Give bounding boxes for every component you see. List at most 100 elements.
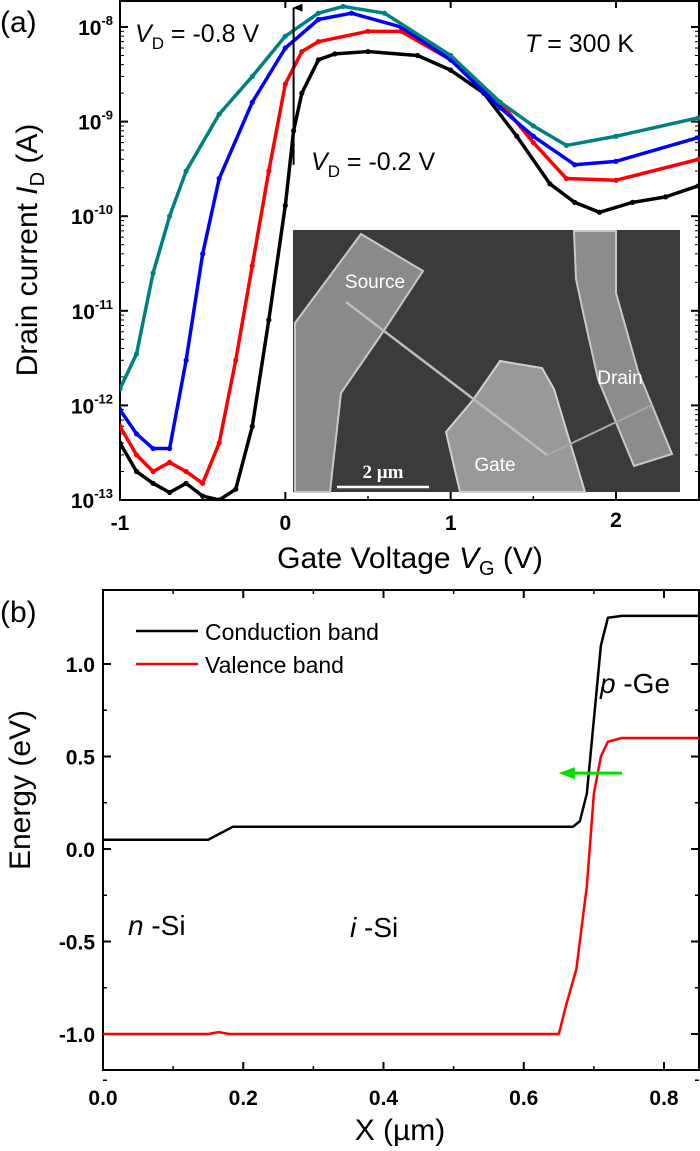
data-point [120, 407, 123, 413]
data-point [133, 468, 140, 475]
data-point [183, 357, 189, 363]
y-axis-label-part: I [11, 186, 44, 194]
data-point [299, 90, 305, 96]
data-point [167, 213, 173, 219]
vd-high-annotation-part: = -0.8 V [164, 20, 260, 48]
tick-exponent: -10 [94, 202, 113, 217]
y-axis-label-part: D [27, 172, 49, 186]
data-point [150, 270, 156, 276]
data-point [497, 99, 503, 105]
data-point [299, 48, 305, 55]
data-point [613, 177, 619, 183]
temperature-annotation-part: T [525, 30, 542, 58]
data-point [315, 10, 321, 16]
x-tick-label: -1 [111, 512, 130, 535]
y-tick-label: -1.0 [59, 1024, 95, 1047]
data-point [120, 386, 123, 392]
data-point [282, 33, 288, 39]
data-point [613, 133, 619, 139]
data-point [167, 459, 173, 465]
data-point [282, 45, 288, 51]
data-point [133, 431, 140, 437]
tick-base: 10 [78, 112, 101, 135]
tick-base: 10 [71, 490, 94, 513]
data-point [216, 497, 222, 500]
data-point [216, 111, 222, 117]
data-point [266, 168, 272, 174]
data-point [530, 139, 536, 146]
y-tick-label: 10-9 [78, 108, 113, 135]
data-point [629, 199, 636, 205]
source-label: Source [345, 272, 405, 293]
n-si-label-part: -Si [144, 910, 186, 941]
panel-label-a: (a) [0, 6, 37, 39]
nanowire [345, 301, 548, 456]
data-point [200, 251, 206, 257]
x-tick-label: 2 [610, 509, 622, 532]
x-tick-label: 0 [279, 512, 291, 535]
data-point [200, 480, 206, 486]
i-si-label-part: -Si [356, 912, 398, 943]
data-point [167, 489, 173, 496]
y-tick-label: 1.0 [66, 654, 95, 677]
data-point [696, 183, 700, 189]
data-point [332, 51, 338, 57]
data-point [315, 16, 321, 23]
data-point [563, 175, 570, 182]
vd-low-annotation-part: = -0.2 V [340, 148, 436, 176]
tick-base: 10 [71, 395, 94, 418]
drain-label: Drain [597, 368, 642, 389]
vd-low-annotation-part: V [311, 148, 330, 176]
tick-exponent: -11 [95, 297, 113, 312]
data-point [348, 10, 355, 16]
data-point [663, 194, 669, 200]
y-axis-label: Energy (eV) [4, 710, 37, 870]
temperature-annotation: T = 300 K [525, 30, 634, 58]
tick-base: 10 [78, 17, 101, 40]
data-point [398, 28, 404, 34]
y-tick-label: 0.0 [66, 839, 95, 862]
data-point [183, 468, 189, 475]
data-point [183, 168, 189, 174]
source-electrode [294, 232, 425, 493]
i-si-label-part: i [350, 912, 357, 943]
data-point [696, 134, 700, 141]
p-ge-label: p -Ge [599, 668, 670, 699]
data-point [133, 452, 140, 458]
data-point [448, 67, 454, 73]
panel-b-band-diagram: 0.0 0.2 0.4 0.6 0.8 1.0 0.5 0.0 -0.5 -1.0 Conducti… [0, 589, 700, 1147]
y-tick-label: -0.5 [59, 932, 96, 955]
tick-exponent: -13 [94, 486, 113, 501]
x-tick-label: 0.0 [88, 1087, 117, 1110]
data-point [448, 52, 454, 59]
data-point [572, 162, 578, 168]
n-si-label-part: n [128, 910, 144, 941]
x-tick-label: 1 [445, 512, 457, 535]
vd-high-annotation: VD = -0.8 V [135, 20, 259, 53]
p-ge-label-part: p [599, 668, 616, 699]
tick-exponent: -8 [101, 13, 113, 28]
data-point [315, 57, 321, 63]
y-tick-label: 10-12 [71, 391, 113, 418]
data-point [200, 493, 206, 499]
y-tick-label: 10-13 [71, 486, 113, 513]
plot-frame [119, 0, 700, 501]
data-point [133, 351, 140, 357]
data-point [563, 142, 570, 149]
sem-inset: Source Gate Drain 2 µm [293, 230, 680, 493]
data-point [547, 181, 553, 187]
data-point [216, 175, 222, 182]
tick-exponent: -12 [94, 391, 113, 406]
data-point [249, 423, 255, 429]
y-axis-label-part: Drain current [11, 195, 44, 377]
tick-exponent: -9 [101, 108, 113, 123]
data-point [216, 440, 222, 446]
x-axis-label-part: Gate Voltage [277, 542, 459, 575]
data-point [596, 209, 603, 215]
y-axis-label-part: (A) [11, 124, 44, 172]
vd-high-annotation-part: V [135, 20, 154, 48]
scale-bar-label: 2 µm [362, 462, 403, 483]
data-point [282, 202, 288, 209]
vd-low-annotation-part: D [328, 162, 340, 181]
